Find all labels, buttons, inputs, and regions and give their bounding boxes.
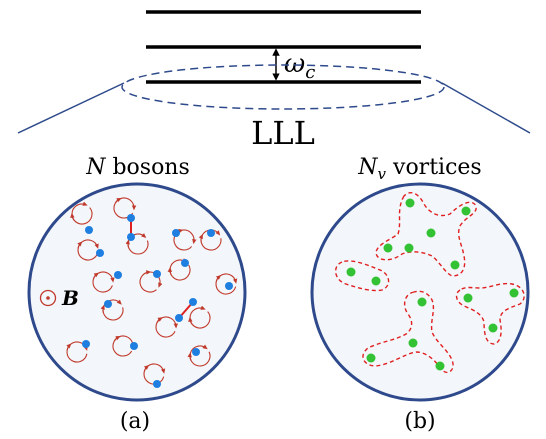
vortex-dot (408, 338, 418, 348)
boson-dot (127, 233, 135, 241)
boson-orbit-icon (188, 305, 211, 329)
boson-dot (172, 229, 180, 237)
vortex-cluster-right (455, 282, 525, 345)
panel-vortices: Nv vortices (b) (310, 155, 530, 434)
boson-orbit-icon (112, 335, 136, 357)
boson-orbit-icon (66, 341, 88, 363)
boson-dot (127, 214, 135, 222)
boson-orbit-icon (92, 271, 115, 293)
vortex-dot (450, 260, 460, 270)
boson-orbit-icon (125, 233, 149, 255)
magnetic-field-indicator: B (39, 286, 79, 310)
vortex-dot (417, 297, 427, 307)
vortex-dot (383, 243, 393, 253)
boson-orbit-icon (100, 299, 124, 321)
boson-dot (85, 226, 93, 234)
landau-levels: ωc LLL (17, 10, 531, 152)
caption-b: (b) (404, 409, 435, 434)
boson-dot (82, 340, 90, 348)
zoom-line-right (441, 82, 531, 134)
field-out-of-page-icon (39, 289, 57, 307)
zoom-line-left (17, 82, 125, 134)
bosons-title: N bosons (85, 155, 190, 180)
vortex-dot (346, 267, 356, 277)
vortex-dot (461, 206, 471, 216)
boson-dot (189, 298, 197, 306)
vortex-dots (346, 198, 519, 371)
vortices-title: Nv vortices (357, 155, 481, 183)
boson-orbits (66, 197, 238, 388)
vortex-dot (366, 353, 376, 363)
vortex-dot (435, 361, 445, 371)
boson-dot (192, 348, 200, 356)
boson-dot (207, 229, 215, 237)
boson-dot (153, 270, 161, 278)
boson-dot (130, 342, 138, 350)
boson-dot (225, 282, 233, 290)
vortex-dot (463, 293, 473, 303)
boson-dot (96, 249, 104, 257)
boson-dot (104, 300, 112, 308)
vortex-cluster-bottom (362, 290, 454, 374)
boson-orbit-icon (70, 201, 93, 225)
vortex-dot (426, 228, 436, 238)
vortex-cluster-top (375, 192, 477, 277)
boson-orbit-icon (113, 197, 137, 219)
vortex-dot (488, 323, 498, 333)
lll-label: LLL (251, 114, 315, 152)
panel-bosons: N bosons B (a) (27, 155, 247, 434)
boson-dot (153, 380, 161, 388)
vortex-cluster-left (335, 260, 390, 292)
field-dot-icon (46, 296, 50, 300)
field-label: B (61, 286, 79, 310)
lll-ellipse (121, 64, 445, 110)
boson-orbit-icon (167, 258, 191, 281)
boson-orbit-icon (139, 270, 163, 293)
boson-dot (181, 259, 189, 267)
boson-orbit-icon (77, 239, 99, 261)
boson-dot (175, 314, 183, 322)
caption-a: (a) (120, 409, 150, 434)
boson-orbit-icon (187, 344, 211, 367)
boson-dot (114, 271, 122, 279)
vortex-dot (371, 276, 381, 286)
boson-orbit-icon (215, 273, 238, 295)
boson-orbit-icon (155, 316, 178, 338)
vortex-dot (405, 198, 415, 208)
cyclotron-gap-label: ωc (284, 49, 315, 83)
vortex-dot (404, 243, 414, 253)
vortex-dot (509, 288, 519, 298)
